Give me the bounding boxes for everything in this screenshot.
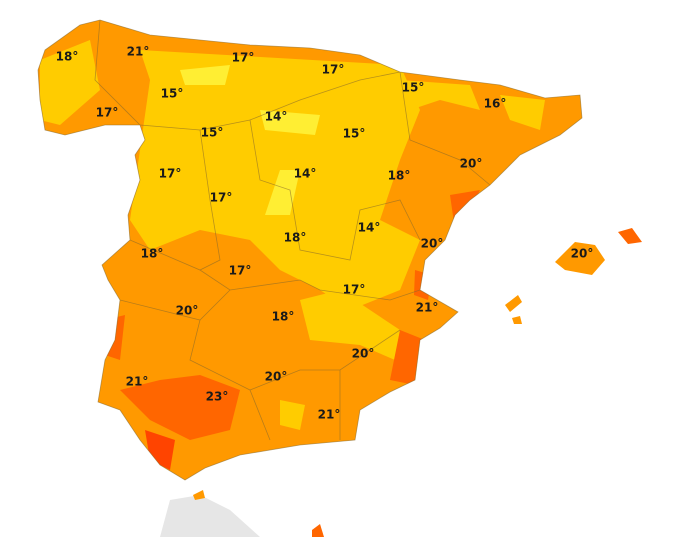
temp-label: 20° <box>265 370 288 384</box>
temp-label: 18° <box>388 169 411 183</box>
temp-label: 17° <box>322 63 345 77</box>
temp-label: 15° <box>343 127 366 141</box>
temp-label: 17° <box>210 191 233 205</box>
temp-label: 17° <box>229 264 252 278</box>
temp-label: 18° <box>284 231 307 245</box>
temp-label: 17° <box>159 167 182 181</box>
temp-label: 15° <box>201 126 224 140</box>
temp-label: 21° <box>126 375 149 389</box>
temp-label: 20° <box>352 347 375 361</box>
temp-label: 14° <box>265 110 288 124</box>
region-borders <box>37 19 583 481</box>
temp-label: 20° <box>176 304 199 318</box>
temp-label: 14° <box>294 167 317 181</box>
temperature-labels: 18° 21° 17° 17° 15° 15° 16° 17° 14° 15° … <box>56 45 594 422</box>
temp-label: 17° <box>96 106 119 120</box>
temp-label: 23° <box>206 390 229 404</box>
temp-label: 18° <box>141 247 164 261</box>
temp-label: 15° <box>161 87 184 101</box>
temp-label: 20° <box>460 157 483 171</box>
temp-label: 16° <box>484 97 507 111</box>
temp-label: 17° <box>232 51 255 65</box>
temp-label: 20° <box>571 247 594 261</box>
temp-label: 21° <box>318 408 341 422</box>
africa-coast <box>160 495 260 537</box>
temp-label: 20° <box>421 237 444 251</box>
temp-label: 14° <box>358 221 381 235</box>
temp-label: 15° <box>402 81 425 95</box>
temp-label: 21° <box>416 301 439 315</box>
balearic-islands <box>193 228 642 537</box>
temp-label: 17° <box>343 283 366 297</box>
temp-label: 21° <box>127 45 150 59</box>
temp-label: 18° <box>56 50 79 64</box>
temp-label: 18° <box>272 310 295 324</box>
